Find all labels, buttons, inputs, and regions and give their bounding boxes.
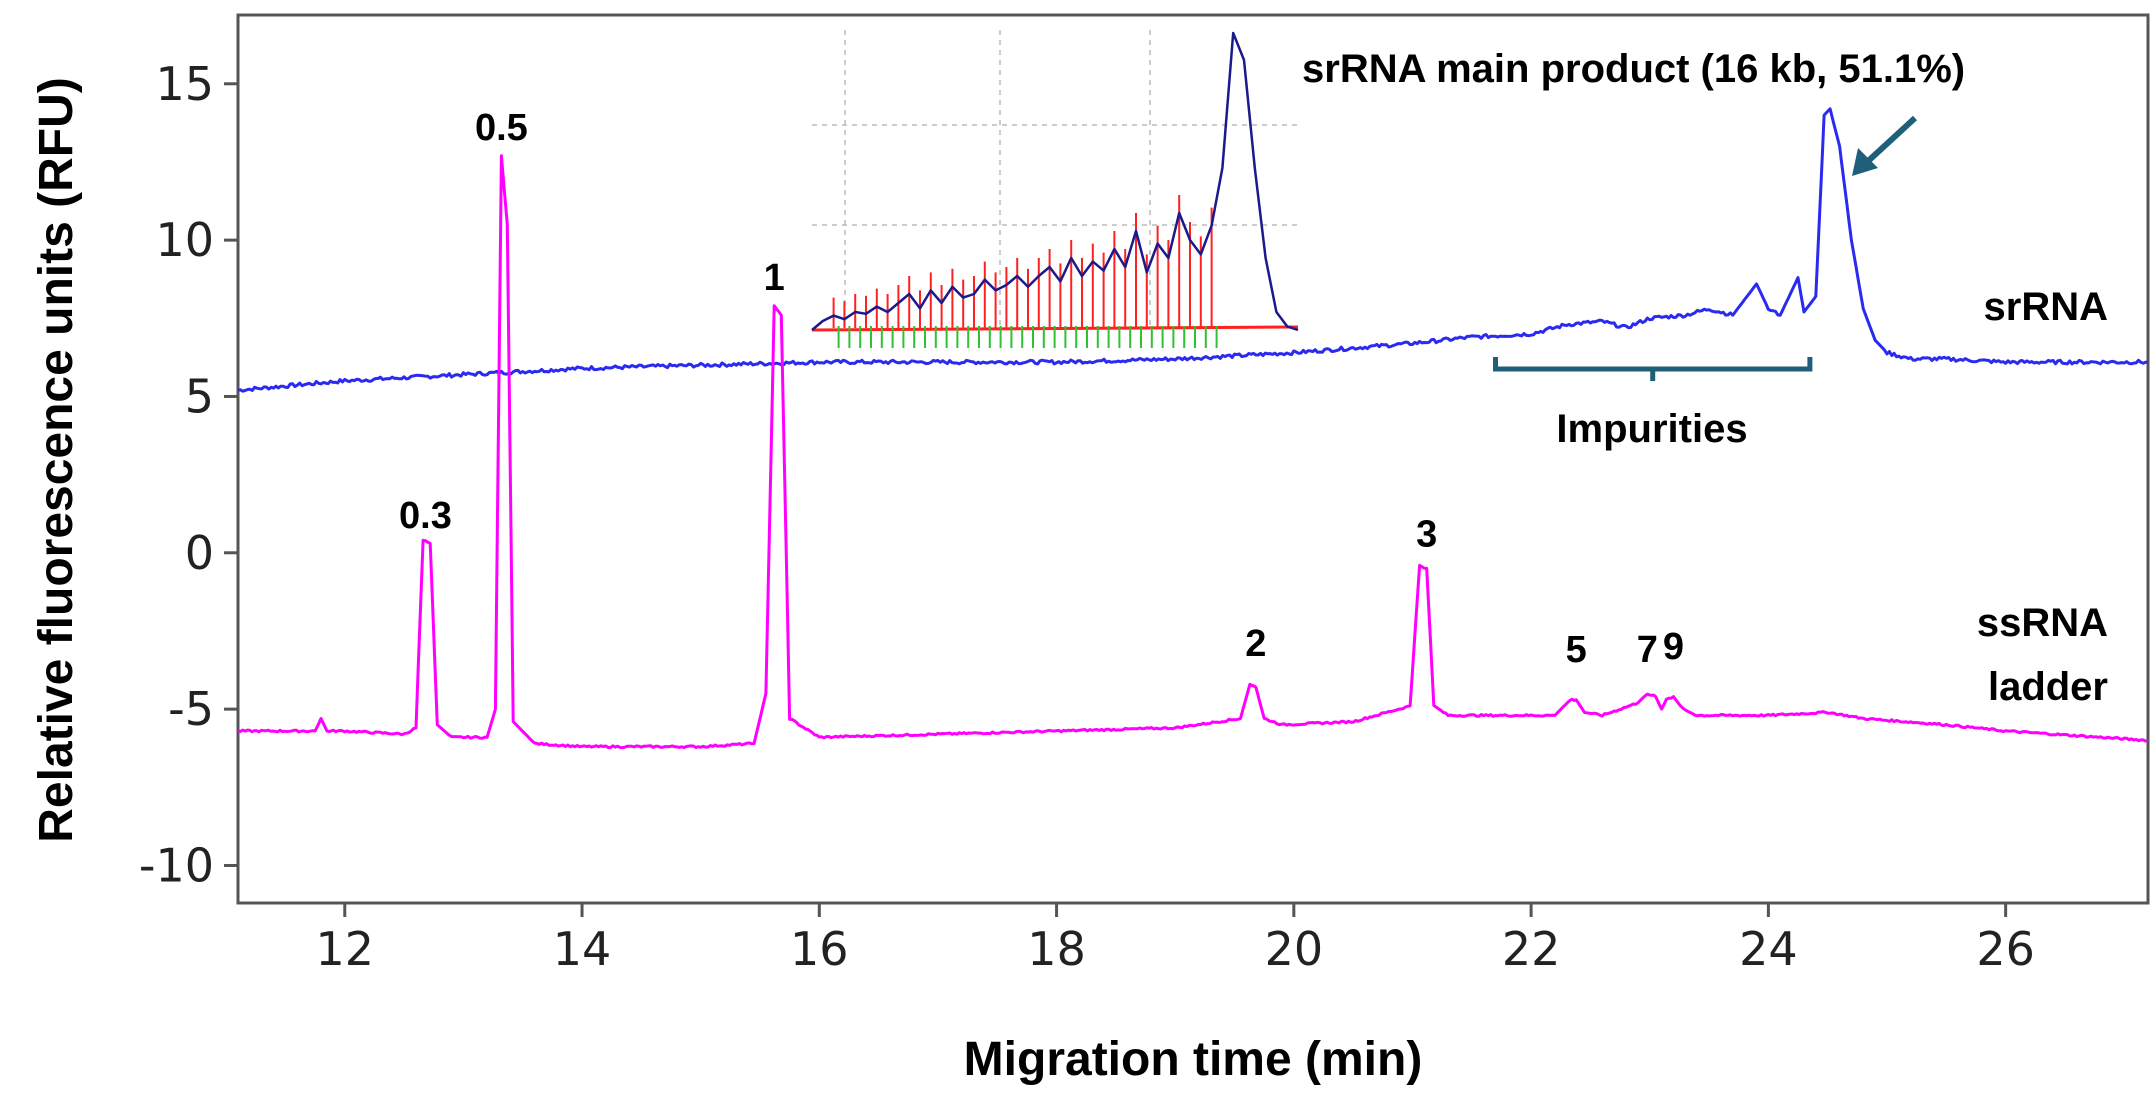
main-product-arrowhead xyxy=(1852,148,1878,176)
x-tick-label: 14 xyxy=(553,922,612,976)
peak-label: 7 xyxy=(1637,629,1658,671)
y-tick-label: 15 xyxy=(155,57,214,111)
peak-label: 3 xyxy=(1416,514,1437,556)
x-tick-label: 26 xyxy=(1976,922,2035,976)
y-tick-label: -10 xyxy=(139,838,214,892)
peak-label: 5 xyxy=(1566,629,1587,671)
inset-trace xyxy=(811,31,1299,332)
series-layer xyxy=(237,107,2149,750)
x-tick-label: 12 xyxy=(315,922,374,976)
x-tick-label: 22 xyxy=(1502,922,1561,976)
series-label-ladder: ladder xyxy=(1988,665,2108,709)
peak-label: 0.3 xyxy=(399,495,452,537)
y-tick-label: 5 xyxy=(185,369,214,423)
main-product-arrow xyxy=(1863,115,1918,166)
peak-label: 9 xyxy=(1663,626,1684,668)
x-tick-label: 20 xyxy=(1265,922,1324,976)
x-tick-label: 16 xyxy=(790,922,849,976)
series-label-ssrna: ssRNA xyxy=(1977,601,2108,645)
y-tick-label: 0 xyxy=(185,526,214,580)
ssrna-ladder-trace xyxy=(237,154,2149,750)
series-label-srrna: srRNA xyxy=(1984,285,2108,329)
y-axis: 15 10 5 0 -5 -10 xyxy=(139,57,238,892)
y-axis-title: Relative fluorescence units (RFU) xyxy=(30,77,83,843)
y-tick-label: 10 xyxy=(155,213,214,267)
peak-label: 0.5 xyxy=(475,107,528,149)
peak-label: 1 xyxy=(764,257,785,299)
x-axis: 12 14 16 18 20 22 24 26 xyxy=(315,903,2035,976)
x-axis-title: Migration time (min) xyxy=(964,1033,1423,1086)
srrna-trace xyxy=(237,107,2149,393)
impurities-bracket xyxy=(1493,357,1813,381)
impurities-label: Impurities xyxy=(1556,407,1747,451)
inset-zoom-panel xyxy=(811,30,1299,348)
peak-label: 2 xyxy=(1245,623,1266,665)
plot-area xyxy=(236,13,2150,905)
x-tick-label: 18 xyxy=(1027,922,1086,976)
y-tick-label: -5 xyxy=(168,682,214,736)
annotation-layer: 0.3 0.5 1 2 3 5 7 9 xyxy=(399,107,1918,671)
x-tick-label: 24 xyxy=(1739,922,1798,976)
main-product-label: srRNA main product (16 kb, 51.1%) xyxy=(1302,47,1965,91)
